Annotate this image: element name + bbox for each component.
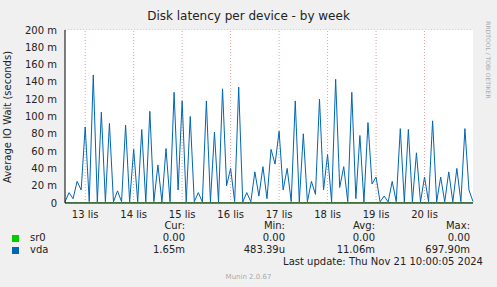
html-text:RRDTOOL / TOBI OETIKER: RRDTOOL / TOBI OETIKER	[485, 21, 492, 99]
html-text:0.00: 0.00	[262, 232, 285, 243]
html-text:Average IO Wait (seconds): Average IO Wait (seconds)	[2, 50, 13, 184]
html-text:11.06m: 11.06m	[336, 244, 375, 255]
svg-text:60 m: 60 m	[31, 146, 57, 157]
html-text:Cur:: Cur:	[164, 220, 185, 231]
svg-text:100 m: 100 m	[25, 111, 57, 122]
html-text:Disk latency per device - by w: Disk latency per device - by week	[147, 9, 350, 23]
html-text:Min:: Min:	[263, 220, 285, 231]
html-text:Munin 2.0.67: Munin 2.0.67	[225, 273, 272, 281]
svg-text:20 m: 20 m	[31, 180, 57, 191]
svg-text:17 lis: 17 lis	[266, 209, 293, 220]
svg-text:19 lis: 19 lis	[363, 209, 390, 220]
svg-text:18 lis: 18 lis	[314, 209, 341, 220]
html-text:0.00: 0.00	[447, 232, 470, 243]
svg-text:15 lis: 15 lis	[169, 209, 196, 220]
svg-text:40 m: 40 m	[31, 163, 57, 174]
svg-text:200 m: 200 m	[25, 25, 57, 36]
html-text:Max:: Max:	[446, 220, 470, 231]
html-text:0.00: 0.00	[352, 232, 375, 243]
svg-text:180 m: 180 m	[25, 42, 57, 53]
svg-text:20 lis: 20 lis	[411, 209, 438, 220]
html-text:697.90m: 697.90m	[425, 244, 470, 255]
svg-text:14 lis: 14 lis	[120, 209, 147, 220]
html-text:483.39u: 483.39u	[243, 244, 285, 255]
svg-text:16 lis: 16 lis	[217, 209, 244, 220]
svg-text:140 m: 140 m	[25, 76, 57, 87]
svg-text:120 m: 120 m	[25, 94, 57, 105]
html-text:Avg:: Avg:	[353, 220, 375, 231]
html-text:0.00: 0.00	[162, 232, 185, 243]
html-text:vda: vda	[30, 244, 49, 255]
svg-text:160 m: 160 m	[25, 59, 57, 70]
html-text:Last update: Thu Nov 21 10:00:: Last update: Thu Nov 21 10:00:05 2024	[283, 256, 483, 267]
html-text:1.65m: 1.65m	[153, 244, 185, 255]
svg-text:0: 0	[51, 198, 57, 209]
svg-text:13 lis: 13 lis	[72, 209, 99, 220]
svg-text:80 m: 80 m	[31, 128, 57, 139]
html-text:sr0: sr0	[30, 232, 46, 243]
